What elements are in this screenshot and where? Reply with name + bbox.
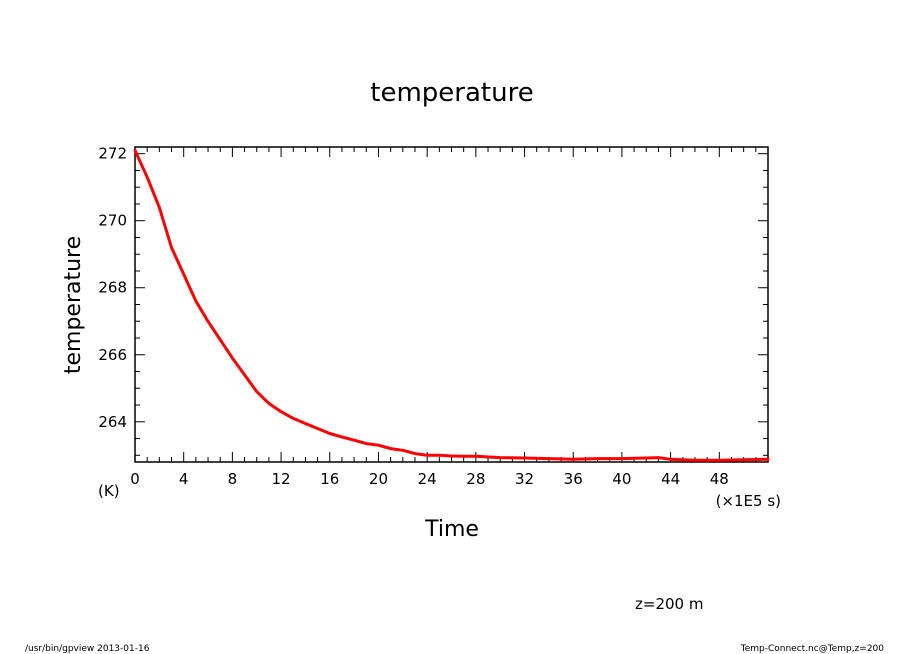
x-tick-label: 40 — [612, 470, 631, 488]
y-tick-label: 270 — [98, 212, 127, 230]
y-axis-ticks — [135, 153, 768, 456]
series-line-temperature — [133, 148, 770, 462]
x-tick-label: 12 — [272, 470, 291, 488]
x-tick-label: 48 — [710, 470, 729, 488]
chart-title: temperature — [370, 78, 533, 108]
x-tick-label: 44 — [661, 470, 680, 488]
footer-source: Temp-Connect.nc@Temp,z=200 — [740, 644, 885, 654]
x-tick-label: 4 — [179, 470, 189, 488]
x-tick-label: 20 — [369, 470, 388, 488]
y-axis-unit: (K) — [98, 482, 120, 500]
x-tick-label: 36 — [564, 470, 583, 488]
y-tick-label: 266 — [98, 346, 127, 364]
x-tick-label: 0 — [130, 470, 140, 488]
x-axis-tick-labels: 0 4 8 12 16 20 24 28 32 36 40 44 48 — [130, 470, 729, 488]
x-axis-ticks — [134, 147, 769, 462]
plot-frame — [134, 146, 769, 463]
x-tick-label: 32 — [515, 470, 534, 488]
y-axis-tick-labels: 264 266 268 270 272 — [98, 145, 127, 431]
level-annotation: z=200 m — [635, 595, 703, 613]
y-tick-label: 268 — [98, 279, 127, 297]
y-axis-title: temperature — [61, 236, 86, 374]
y-tick-label: 272 — [98, 145, 127, 163]
x-tick-label: 8 — [228, 470, 238, 488]
x-tick-label: 24 — [418, 470, 437, 488]
y-tick-label: 264 — [98, 413, 127, 431]
x-axis-title: Time — [424, 517, 479, 542]
x-tick-label: 16 — [320, 470, 339, 488]
x-axis-unit: (×1E5 s) — [716, 492, 781, 510]
x-tick-label: 28 — [466, 470, 485, 488]
footer-program-date: /usr/bin/gpview 2013-01-16 — [25, 644, 150, 654]
